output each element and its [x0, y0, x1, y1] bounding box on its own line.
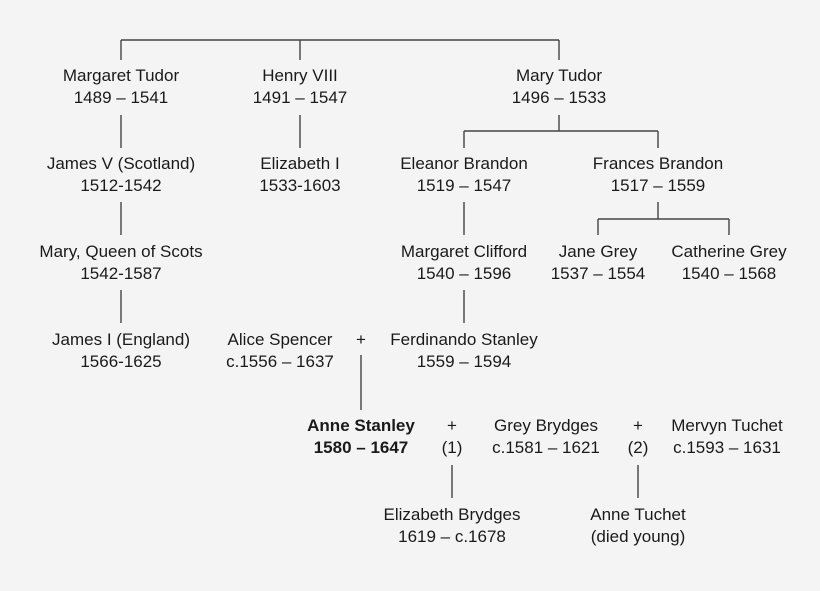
person-dates: 1489 – 1541 [73, 88, 169, 107]
person-name: James I (England) [52, 330, 190, 349]
person-dates: 1540 – 1568 [681, 264, 777, 283]
person-name: Elizabeth I [260, 154, 340, 173]
person-mervyn-tuchet: Mervyn Tuchet c.1593 – 1631 [671, 415, 783, 459]
person-elizabeth-brydges: Elizabeth Brydges 1619 – c.1678 [383, 504, 520, 548]
person-dates: 1512-1542 [80, 176, 162, 195]
marriage-symbol: + [447, 416, 457, 435]
person-name: Mervyn Tuchet [671, 416, 783, 435]
person-name: Grey Brydges [494, 416, 598, 435]
person-name: Alice Spencer [227, 330, 333, 349]
person-name: Mary, Queen of Scots [39, 242, 203, 261]
person-name: Anne Stanley [307, 416, 415, 435]
person-mary-queen-of-scots: Mary, Queen of Scots 1542-1587 [39, 241, 202, 285]
person-anne-tuchet: Anne Tuchet (died young) [590, 504, 685, 548]
person-dates: c.1581 – 1621 [492, 438, 600, 457]
person-catherine-grey: Catherine Grey 1540 – 1568 [671, 241, 786, 285]
marriage-1: + (1) [442, 415, 463, 459]
person-name: Catherine Grey [671, 242, 787, 261]
marriage-2: + (2) [628, 415, 649, 459]
person-dates: 1491 – 1547 [252, 88, 348, 107]
person-grey-brydges: Grey Brydges c.1581 – 1621 [492, 415, 600, 459]
person-dates: (died young) [590, 527, 686, 546]
person-dates: 1542-1587 [80, 264, 162, 283]
person-henry-viii: Henry VIII 1491 – 1547 [253, 65, 348, 109]
person-margaret-tudor: Margaret Tudor 1489 – 1541 [63, 65, 179, 109]
person-dates: 1559 – 1594 [416, 352, 512, 371]
person-dates: 1580 – 1647 [313, 438, 409, 457]
marriage-number: (2) [627, 438, 649, 457]
person-name: Ferdinando Stanley [390, 330, 538, 349]
person-dates: 1619 – c.1678 [398, 527, 506, 546]
person-name: Anne Tuchet [590, 505, 686, 524]
person-dates: 1566-1625 [80, 352, 162, 371]
person-name: Margaret Clifford [400, 242, 528, 261]
person-dates: 1540 – 1596 [416, 264, 512, 283]
person-eleanor-brandon: Eleanor Brandon 1519 – 1547 [400, 153, 528, 197]
person-name: Margaret Tudor [62, 66, 180, 85]
person-name: Henry VIII [262, 66, 338, 85]
marriage-number: (1) [441, 438, 463, 457]
person-james-i: James I (England) 1566-1625 [52, 329, 190, 373]
marriage-symbol-spencer-stanley: + [356, 330, 366, 349]
person-margaret-clifford: Margaret Clifford 1540 – 1596 [401, 241, 527, 285]
person-name: Jane Grey [558, 242, 638, 261]
person-mary-tudor: Mary Tudor 1496 – 1533 [512, 65, 607, 109]
marriage-symbol: + [633, 416, 643, 435]
person-dates: 1517 – 1559 [610, 176, 706, 195]
person-anne-stanley: Anne Stanley 1580 – 1647 [307, 415, 415, 459]
person-elizabeth-i: Elizabeth I 1533-1603 [259, 153, 340, 197]
person-frances-brandon: Frances Brandon 1517 – 1559 [593, 153, 723, 197]
person-jane-grey: Jane Grey 1537 – 1554 [551, 241, 646, 285]
person-alice-spencer: Alice Spencer c.1556 – 1637 [226, 329, 334, 373]
person-james-v: James V (Scotland) 1512-1542 [47, 153, 195, 197]
person-dates: 1537 – 1554 [550, 264, 646, 283]
person-dates: 1533-1603 [259, 176, 341, 195]
person-dates: 1496 – 1533 [511, 88, 607, 107]
person-dates: c.1556 – 1637 [226, 352, 334, 371]
person-name: Frances Brandon [592, 154, 724, 173]
person-name: James V (Scotland) [46, 154, 196, 173]
person-dates: 1519 – 1547 [416, 176, 512, 195]
person-name: Mary Tudor [516, 66, 602, 85]
person-dates: c.1593 – 1631 [673, 438, 781, 457]
person-name: Eleanor Brandon [400, 154, 528, 173]
person-ferdinando-stanley: Ferdinando Stanley 1559 – 1594 [390, 329, 537, 373]
person-name: Elizabeth Brydges [383, 505, 521, 524]
